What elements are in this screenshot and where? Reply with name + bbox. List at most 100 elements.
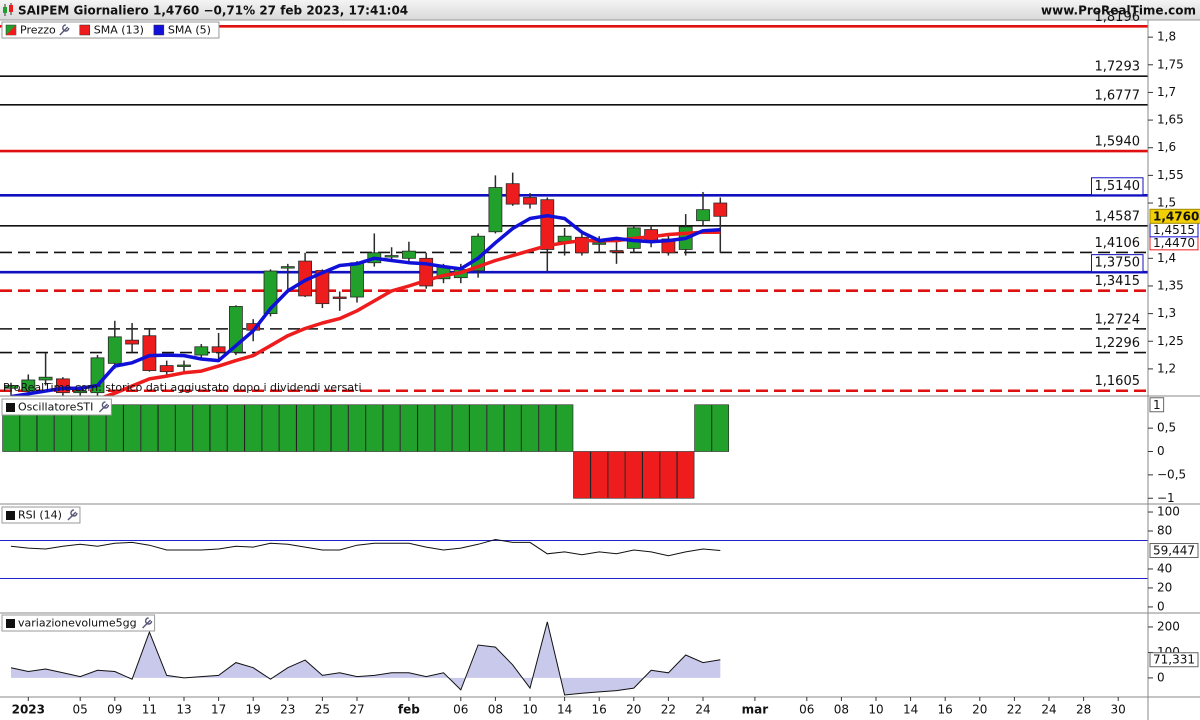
y-tick-label: 1,2: [1157, 361, 1176, 375]
icon-body: [9, 5, 13, 12]
icon-body: [3, 7, 7, 13]
level-label: 1,3750: [1095, 256, 1141, 271]
value-box-label: 1,4760: [1153, 209, 1199, 223]
settings-icon: [59, 24, 70, 36]
candle-body: [73, 390, 88, 394]
candle-body: [4, 385, 18, 389]
sti-bar: [434, 404, 453, 452]
value-box: [1149, 397, 1165, 413]
level-label: 1,3415: [1095, 274, 1141, 289]
candle-body: [280, 266, 295, 269]
legend-swatch: [6, 25, 16, 35]
value-box-label: 1,4515: [1153, 223, 1195, 237]
candle-body: [107, 336, 122, 364]
candle-body: [540, 199, 555, 250]
y-tick-label: 1,75: [1157, 57, 1184, 71]
candle-body: [315, 270, 330, 305]
y-tick-label: 0: [1157, 599, 1165, 613]
sti-bar: [521, 404, 539, 452]
candle-body: [350, 262, 364, 298]
y-tick-label: 1,25: [1157, 334, 1184, 348]
sti-bar: [140, 404, 159, 452]
x-tick-label: 22: [1007, 703, 1022, 717]
price-panel: [0, 25, 1148, 396]
y-tick-label: 1,65: [1157, 113, 1184, 127]
sti-bar: [158, 404, 176, 452]
level-label-box: [1091, 177, 1144, 196]
sti-bar: [486, 404, 505, 452]
y-tick-label: 1,7: [1157, 85, 1176, 99]
sti-bar: [175, 404, 193, 452]
sti-bar: [469, 404, 487, 452]
candle-body: [177, 364, 191, 367]
x-tick-label: 08: [834, 703, 849, 717]
panel-title-box: [1, 506, 81, 524]
sti-bar: [694, 404, 712, 452]
x-tick-label: 10: [868, 703, 883, 717]
y-tick-label: 1,3: [1157, 306, 1176, 320]
candle-body: [488, 187, 503, 233]
sti-bar: [607, 451, 626, 499]
x-tick-label: 2023: [12, 703, 45, 717]
x-tick-label: 08: [488, 703, 503, 717]
level-label: 1,2296: [1095, 336, 1141, 351]
sti-bar: [417, 404, 435, 452]
level-label: 1,5940: [1095, 135, 1141, 150]
x-tick-label: 09: [107, 703, 122, 717]
level-label: 1,4587: [1095, 209, 1141, 224]
x-tick-label: 27: [349, 703, 364, 717]
sti-bar: [573, 451, 591, 499]
sti-panel: [2, 404, 730, 499]
sti-bar: [452, 404, 470, 452]
x-tick-label: 06: [799, 703, 814, 717]
x-tick-label: 17: [211, 703, 226, 717]
sti-bar: [330, 404, 349, 452]
legend-box: [1, 21, 220, 39]
sma-line: [10, 213, 721, 396]
annotation: ProRealTime.com: storico dati aggiustato…: [3, 381, 362, 394]
panel-title: variazionevolume5gg: [18, 617, 137, 630]
sti-bar: [227, 404, 245, 452]
candle-body: [609, 250, 624, 253]
candle-body: [38, 376, 53, 381]
level-label: 1,6777: [1095, 88, 1141, 103]
x-tick-label: 22: [661, 703, 676, 717]
header-site[interactable]: www.ProRealTime.com: [1041, 4, 1196, 18]
sti-bar: [348, 404, 366, 452]
panel-title-box: [1, 398, 112, 416]
candle-body: [592, 242, 607, 245]
legend-label: SMA (13): [94, 24, 144, 37]
x-tick-label: 30: [1111, 703, 1126, 717]
level-label-box: [1091, 254, 1144, 273]
x-tick-label: feb: [398, 703, 420, 717]
x-tick-label: 13: [176, 703, 191, 717]
legend-swatch: [153, 24, 165, 36]
level-label: 1,4106: [1095, 236, 1141, 251]
candle-body: [332, 296, 347, 299]
sti-bar: [711, 404, 730, 452]
y-tick-label: 1,6: [1157, 140, 1176, 154]
y-tick-label: 1,55: [1157, 168, 1184, 182]
x-tick-label: 05: [73, 703, 88, 717]
value-box: [1149, 543, 1199, 559]
y-tick-label: 1,35: [1157, 278, 1184, 292]
y-tick-label: 0: [1157, 444, 1165, 458]
y-tick-label: 200: [1157, 619, 1180, 633]
sti-bar: [365, 404, 383, 452]
level-label: 1,1605: [1095, 374, 1141, 389]
level-label: 1,8196: [1095, 10, 1141, 25]
candle-body: [21, 379, 36, 392]
sti-bar: [313, 404, 332, 452]
candle-body: [194, 346, 209, 356]
x-tick-label: 24: [695, 703, 710, 717]
value-box-label: 71,331: [1153, 653, 1195, 667]
candle-body: [211, 346, 226, 353]
sti-bar: [538, 404, 557, 452]
sti-bar: [279, 404, 297, 452]
x-tick-label: 19: [246, 703, 261, 717]
sti-bar: [400, 404, 418, 452]
header-bar: [0, 0, 1200, 20]
x-tick-label: 16: [938, 703, 953, 717]
